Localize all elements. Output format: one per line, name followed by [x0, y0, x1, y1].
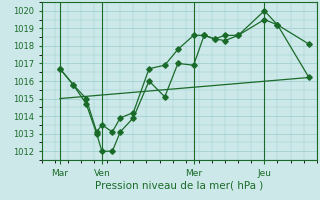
X-axis label: Pression niveau de la mer( hPa ): Pression niveau de la mer( hPa ): [95, 181, 263, 191]
